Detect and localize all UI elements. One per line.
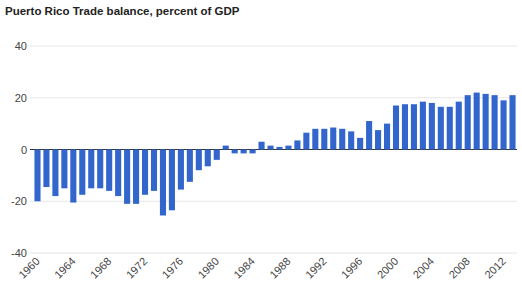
bar (456, 102, 462, 150)
bar (465, 95, 471, 149)
bar (52, 150, 58, 197)
bar (285, 146, 291, 150)
bar (509, 95, 515, 149)
bar (375, 130, 381, 149)
x-tick-label: 1968 (88, 255, 114, 281)
bar (223, 146, 229, 150)
x-tick-label: 1996 (339, 255, 365, 281)
x-tick-label: 2008 (446, 255, 472, 281)
bar (366, 121, 372, 149)
grid-line (30, 201, 517, 202)
bar (474, 93, 480, 150)
bar (160, 150, 166, 216)
x-tick-label: 1964 (52, 255, 78, 281)
bar (169, 150, 175, 211)
bar (348, 131, 354, 149)
y-tick-label: 0 (21, 144, 27, 156)
y-tick-label: 40 (15, 40, 27, 52)
bar (205, 150, 211, 167)
bar (61, 150, 67, 189)
bar (250, 150, 256, 154)
bar (429, 103, 435, 150)
bar (214, 150, 220, 160)
bar (393, 106, 399, 150)
bar (79, 150, 85, 195)
bar (115, 150, 121, 197)
bar (97, 150, 103, 189)
bar (70, 150, 76, 203)
bar (492, 95, 498, 149)
bar (178, 150, 184, 190)
x-tick-label: 1976 (160, 255, 186, 281)
x-tick-label: 2012 (482, 255, 508, 281)
x-tick-label: 2000 (375, 255, 401, 281)
grid-line (30, 253, 517, 254)
grid-line (30, 97, 517, 98)
bar (259, 142, 265, 150)
bar (241, 150, 247, 154)
bar (34, 150, 40, 202)
title: Puerto Rico Trade balance, percent of GD… (5, 5, 240, 17)
bars (34, 93, 515, 216)
bar (196, 150, 202, 171)
bar (133, 150, 139, 204)
bar (88, 150, 94, 189)
x-tick-label: 1992 (303, 255, 329, 281)
bar (447, 107, 453, 150)
bar (187, 150, 193, 182)
bar (303, 133, 309, 150)
x-tick-label: 1972 (124, 255, 150, 281)
bar (124, 150, 130, 204)
bar (411, 104, 417, 149)
y-tick-label: -20 (11, 195, 27, 207)
bar (232, 150, 238, 154)
bar (142, 150, 148, 195)
bar (339, 129, 345, 150)
x-tick-label: 1988 (267, 255, 293, 281)
bar (420, 102, 426, 150)
x-tick-label: 1980 (195, 255, 221, 281)
bar (501, 100, 507, 149)
bar (106, 150, 112, 191)
bar (357, 138, 363, 150)
y-tick-label: -40 (11, 247, 27, 259)
bar (402, 104, 408, 149)
y-tick-label: 20 (15, 92, 27, 104)
bar (330, 128, 336, 150)
grid-line (30, 46, 517, 47)
bar (294, 140, 300, 149)
x-tick-label: 1984 (231, 255, 257, 281)
bar (312, 129, 318, 150)
chart: Puerto Rico Trade balance, percent of GD… (0, 0, 522, 299)
bar (267, 146, 273, 150)
bar (43, 150, 49, 188)
bar (321, 129, 327, 150)
bar (151, 150, 157, 191)
bar (483, 94, 489, 150)
bar (438, 107, 444, 150)
x-tick-label: 2004 (410, 255, 436, 281)
bar (276, 147, 282, 150)
x-tick-label: 1960 (16, 255, 42, 281)
bar (384, 124, 390, 150)
